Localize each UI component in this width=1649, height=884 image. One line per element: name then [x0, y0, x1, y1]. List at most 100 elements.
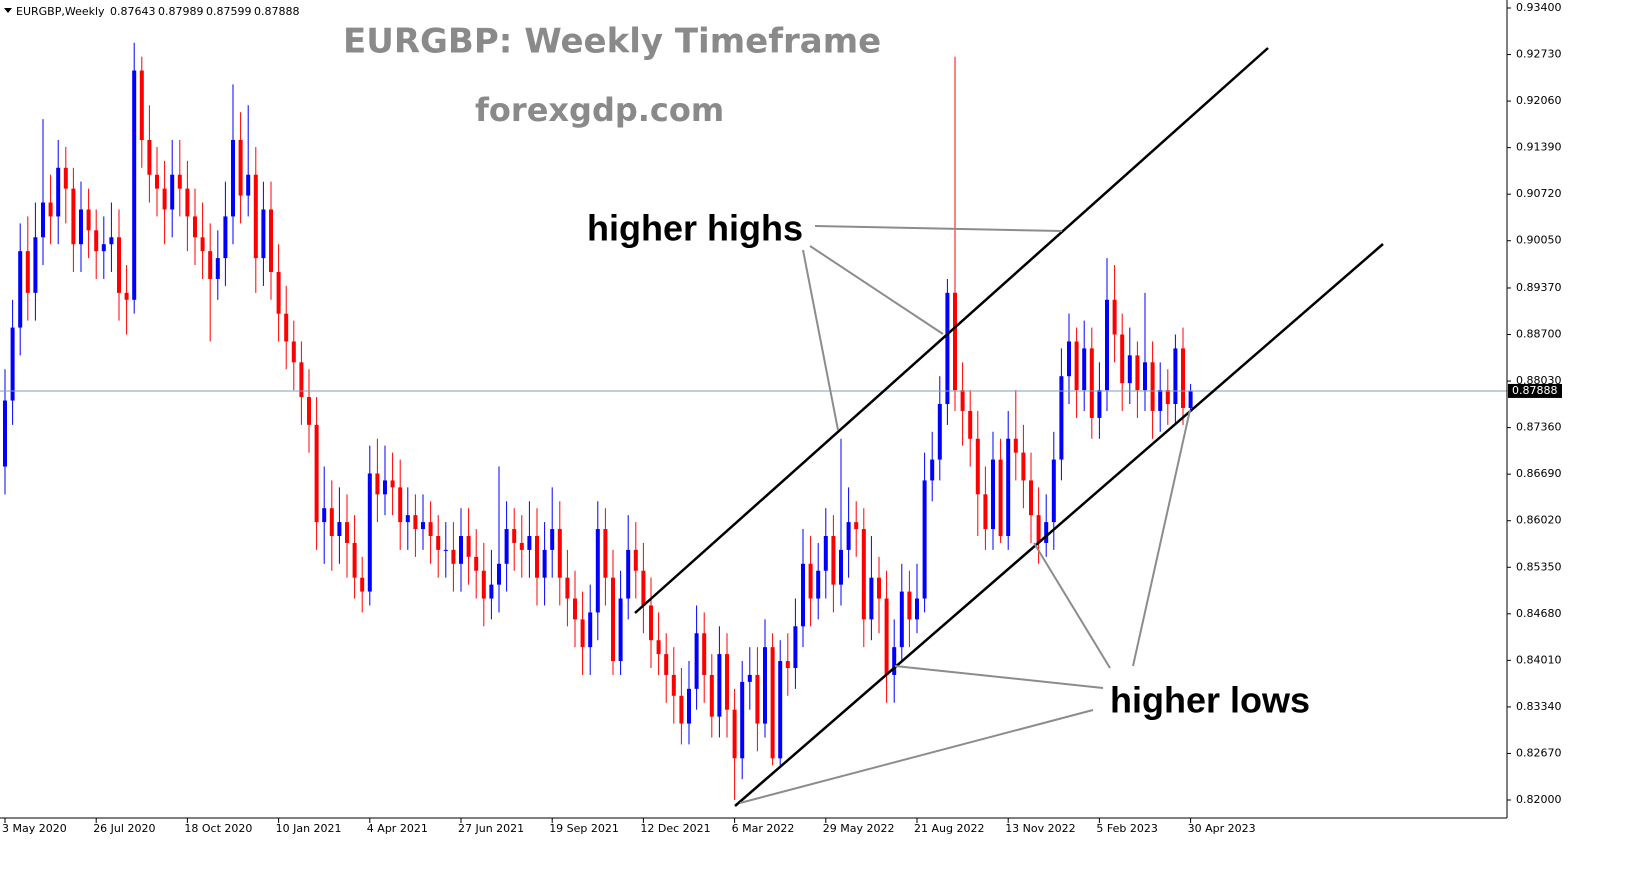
candle-body	[1135, 355, 1140, 391]
candle-body	[25, 251, 30, 293]
candle-body	[1188, 390, 1193, 408]
ohlc-label: 0.87989	[158, 5, 204, 18]
y-tick-label: 0.87360	[1516, 421, 1562, 434]
candle-body	[200, 237, 205, 252]
lower-trendline	[734, 243, 1384, 807]
candle-body	[1013, 438, 1018, 453]
x-tick-label: 19 Sep 2021	[549, 822, 619, 835]
candle-body	[1120, 334, 1125, 384]
candle-body	[459, 536, 463, 564]
candle-body	[41, 202, 45, 238]
price-label-box	[1508, 383, 1562, 398]
candle-body	[1074, 341, 1079, 391]
candle-body	[641, 570, 646, 606]
y-tick-label: 0.92730	[1516, 48, 1562, 61]
candle-body	[854, 522, 859, 530]
candle-body	[451, 549, 456, 564]
candle-body	[208, 251, 213, 279]
candle-body	[1150, 362, 1155, 411]
candle-body	[740, 681, 745, 759]
candle-body	[542, 549, 547, 578]
y-tick-label: 0.86020	[1516, 514, 1562, 527]
candle-body	[512, 529, 517, 543]
candle-body	[922, 480, 927, 599]
candle-body	[770, 647, 775, 759]
candle-body	[443, 549, 448, 551]
x-tick-label: 3 May 2020	[2, 822, 67, 835]
candle-body	[421, 522, 425, 530]
candle-body	[1051, 459, 1056, 523]
candle-body	[1059, 376, 1064, 460]
candle-body	[747, 674, 752, 682]
candle-body	[1082, 348, 1087, 391]
y-tick-label: 0.88030	[1516, 374, 1562, 387]
x-tick-label: 10 Jan 2021	[276, 822, 342, 835]
candle-body	[709, 674, 714, 717]
candle-body	[983, 494, 988, 530]
candle-body	[367, 473, 372, 592]
candle-body	[755, 674, 760, 724]
candle-body	[1181, 348, 1185, 408]
candle-body	[664, 654, 669, 675]
ohlc-label: 0.87599	[206, 5, 252, 18]
candle-body	[360, 577, 365, 592]
candle-body	[337, 522, 342, 536]
candle-body	[481, 570, 486, 599]
x-tick-label: 21 Aug 2022	[914, 822, 984, 835]
plot-area	[0, 42, 1507, 800]
candle-body	[763, 647, 767, 724]
menu-triangle	[4, 8, 12, 13]
candle-body	[519, 542, 524, 550]
candle-body	[117, 237, 121, 293]
price-label: 0.87888	[1512, 384, 1558, 397]
x-tick-label: 29 May 2022	[823, 822, 895, 835]
candle-body	[299, 362, 304, 398]
candle-body	[793, 626, 798, 668]
candle-body	[1067, 341, 1071, 377]
candle-body	[839, 549, 843, 585]
candle-body	[618, 598, 623, 662]
candle-body	[968, 410, 973, 439]
candle-body	[1097, 390, 1102, 418]
pointer-line	[802, 249, 839, 431]
candle-body	[1029, 480, 1033, 516]
candle-body	[215, 258, 220, 279]
y-tick-label: 0.90050	[1516, 234, 1562, 247]
candle-body	[101, 244, 106, 252]
candle-body	[466, 536, 471, 557]
x-tick-label: 13 Nov 2022	[1005, 822, 1075, 835]
candle-body	[557, 529, 562, 578]
annotation: higher lows	[1110, 680, 1310, 721]
candle-body	[801, 563, 805, 627]
candle-body	[489, 584, 494, 599]
candle-body	[1158, 390, 1163, 411]
candle-body	[162, 188, 167, 210]
candle-body	[945, 292, 950, 404]
x-tick-label: 5 Feb 2023	[1096, 822, 1157, 835]
candle-body	[588, 612, 593, 648]
candle-body	[48, 202, 53, 217]
candle-body	[717, 654, 722, 717]
candle-body	[937, 404, 942, 460]
candle-body	[884, 598, 889, 675]
ohlc-label: 0.87888	[254, 5, 300, 18]
candle-body	[611, 577, 615, 662]
pointer-line	[739, 709, 1094, 804]
candle-body	[960, 390, 965, 411]
candle-body	[390, 480, 395, 488]
candle-body	[1165, 390, 1170, 404]
candle-body	[383, 480, 387, 495]
candle-body	[375, 473, 380, 495]
candle-body	[1006, 438, 1011, 536]
candle-body	[702, 633, 707, 675]
candle-body	[915, 598, 919, 620]
candle-body	[139, 70, 144, 140]
y-tick-label: 0.85350	[1516, 560, 1562, 573]
candle-body	[1044, 522, 1049, 543]
candle-body	[284, 313, 289, 342]
candle-body	[808, 563, 813, 599]
candle-body	[565, 577, 570, 599]
chart-title: EURGBP: Weekly Timeframe	[343, 22, 881, 62]
